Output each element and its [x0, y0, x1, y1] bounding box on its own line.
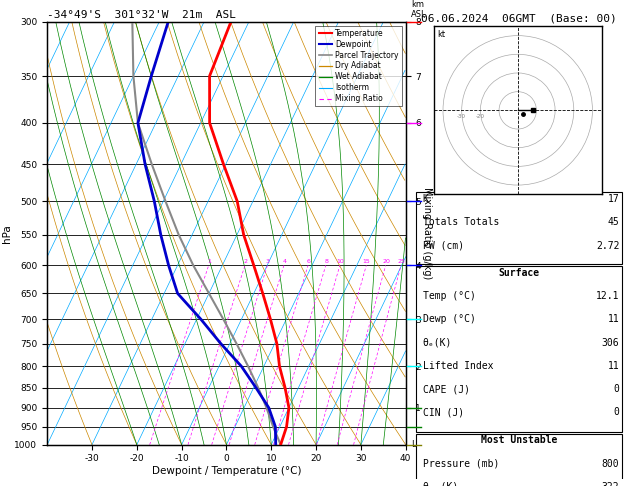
Text: K: K [423, 194, 428, 204]
Text: 10: 10 [337, 259, 344, 264]
Text: 0: 0 [613, 407, 620, 417]
Text: 306: 306 [602, 338, 620, 347]
Text: -20: -20 [476, 114, 485, 119]
Text: Pressure (mb): Pressure (mb) [423, 459, 499, 469]
Text: θₑ(K): θₑ(K) [423, 338, 452, 347]
Text: -30: -30 [457, 114, 466, 119]
Bar [416, 192, 621, 264]
Text: 0: 0 [613, 384, 620, 394]
Text: 12.1: 12.1 [596, 291, 620, 301]
Bar [416, 266, 621, 432]
Text: -34°49'S  301°32'W  21m  ASL: -34°49'S 301°32'W 21m ASL [47, 10, 236, 20]
Text: 6: 6 [306, 259, 310, 264]
Text: Totals Totals: Totals Totals [423, 217, 499, 227]
Text: θₑ (K): θₑ (K) [423, 482, 458, 486]
Text: Temp (°C): Temp (°C) [423, 291, 476, 301]
Bar [416, 434, 621, 486]
Text: Surface: Surface [498, 268, 540, 278]
Text: 322: 322 [602, 482, 620, 486]
Text: 3: 3 [266, 259, 270, 264]
Y-axis label: hPa: hPa [2, 224, 12, 243]
Text: CIN (J): CIN (J) [423, 407, 464, 417]
Text: 1: 1 [207, 259, 211, 264]
Text: 800: 800 [602, 459, 620, 469]
Y-axis label: Mixing Ratio (g/kg): Mixing Ratio (g/kg) [422, 187, 432, 279]
Text: 2.72: 2.72 [596, 241, 620, 251]
Text: 06.06.2024  06GMT  (Base: 00): 06.06.2024 06GMT (Base: 00) [421, 14, 617, 24]
Text: kt: kt [437, 30, 445, 39]
Text: 2: 2 [243, 259, 247, 264]
Text: Dewp (°C): Dewp (°C) [423, 314, 476, 324]
Text: CAPE (J): CAPE (J) [423, 384, 470, 394]
Text: km
ASL: km ASL [411, 0, 427, 19]
Text: LCL: LCL [411, 440, 426, 449]
Text: 11: 11 [608, 314, 620, 324]
Text: 8: 8 [324, 259, 328, 264]
Text: 25: 25 [398, 259, 405, 264]
Text: 15: 15 [363, 259, 370, 264]
Text: 4: 4 [282, 259, 286, 264]
Text: Lifted Index: Lifted Index [423, 361, 493, 371]
Text: PW (cm): PW (cm) [423, 241, 464, 251]
Legend: Temperature, Dewpoint, Parcel Trajectory, Dry Adiabat, Wet Adiabat, Isotherm, Mi: Temperature, Dewpoint, Parcel Trajectory… [316, 26, 402, 106]
Text: Most Unstable: Most Unstable [481, 435, 557, 445]
X-axis label: Dewpoint / Temperature (°C): Dewpoint / Temperature (°C) [152, 466, 301, 476]
Text: 17: 17 [608, 194, 620, 204]
Text: 11: 11 [608, 361, 620, 371]
Text: 20: 20 [382, 259, 390, 264]
Text: 45: 45 [608, 217, 620, 227]
